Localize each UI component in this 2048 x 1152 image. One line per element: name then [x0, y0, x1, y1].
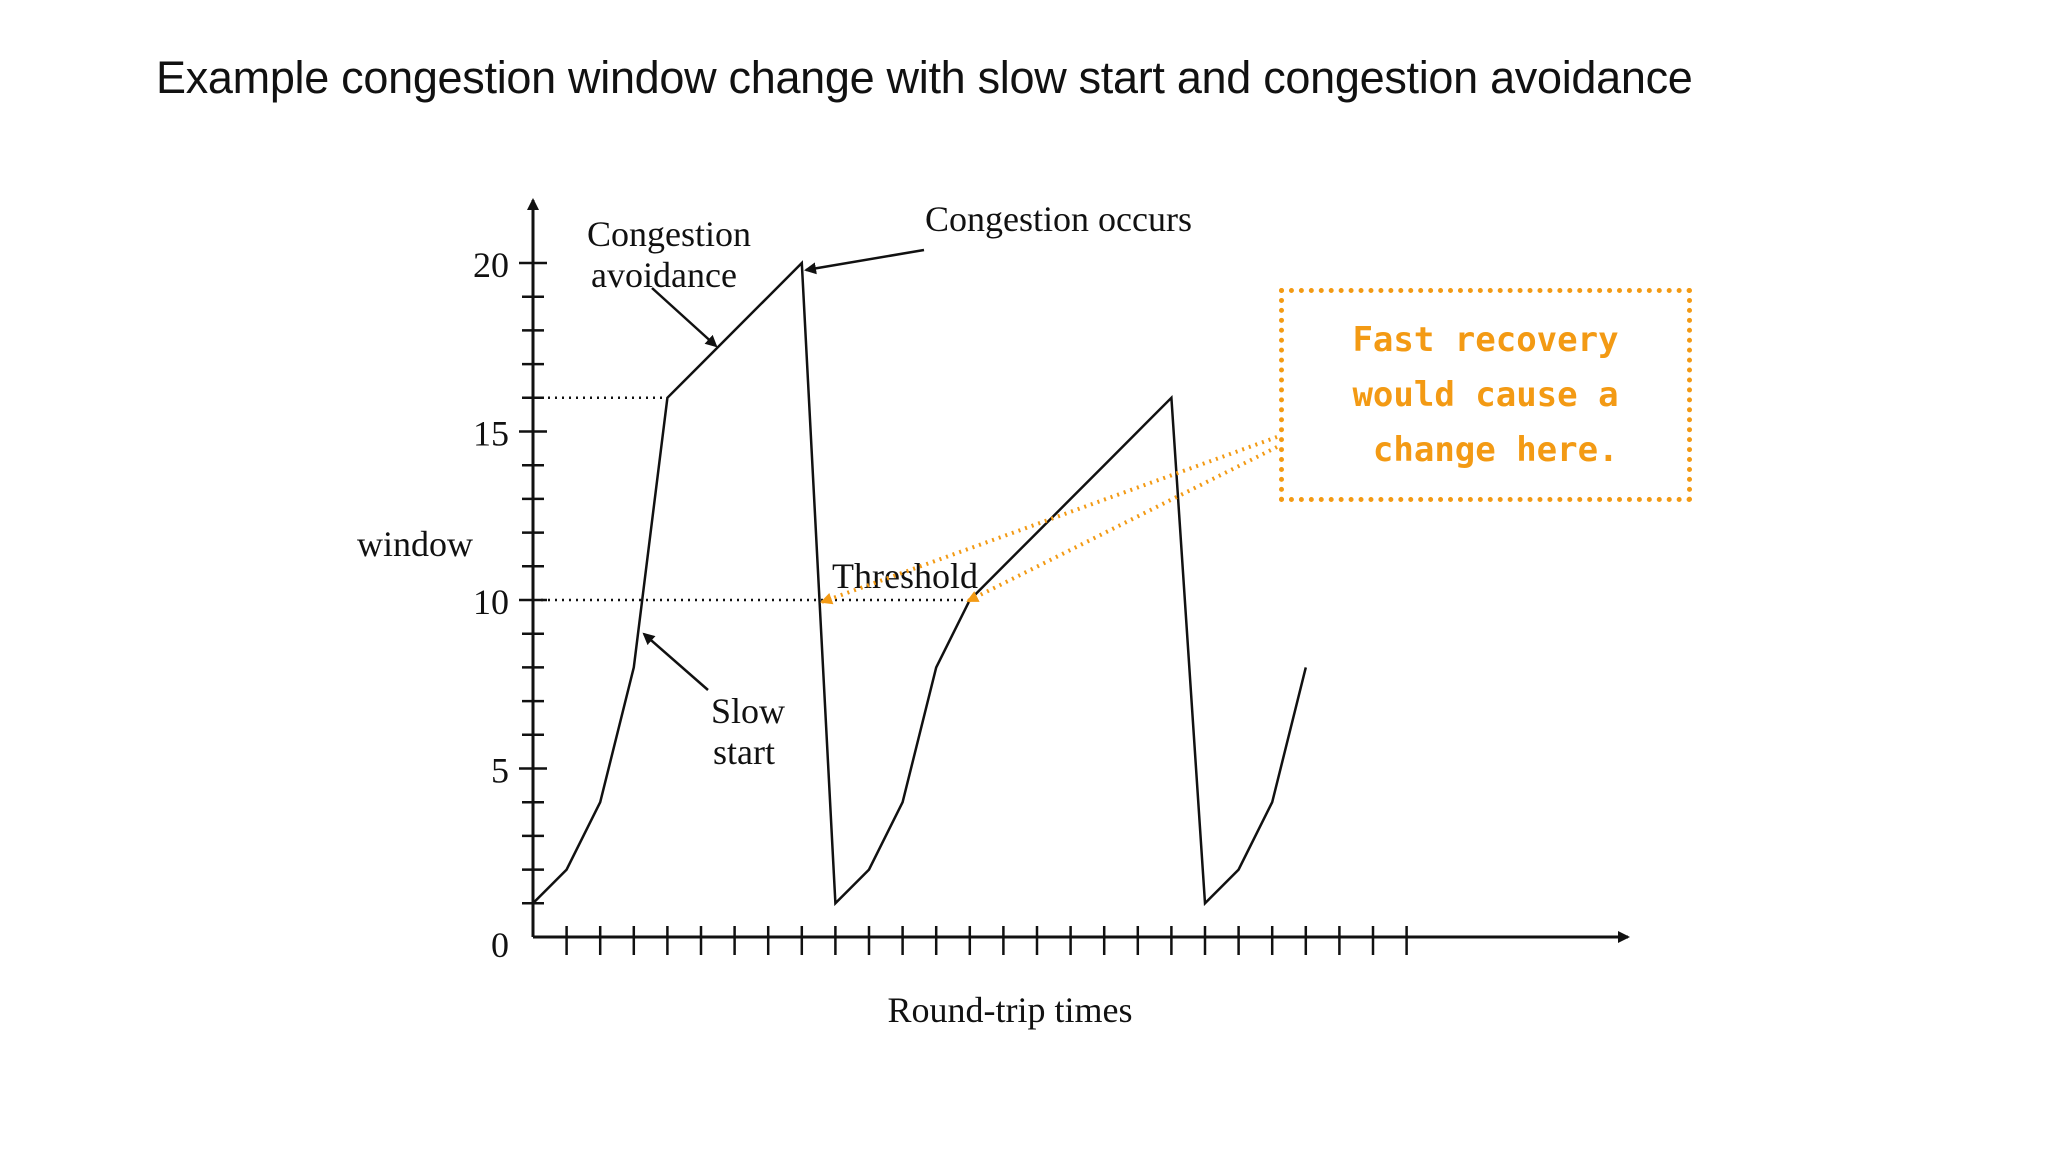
annotation-slow-start-line2: start	[713, 732, 775, 772]
arrow-congestion-occurs	[804, 248, 925, 275]
slide-title: Example congestion window change with sl…	[156, 52, 1693, 103]
note-line: change here.	[1352, 429, 1619, 470]
note-pointer-2	[966, 445, 1278, 603]
arrow-congestion-avoidance	[651, 287, 718, 348]
annotation-slow-start-line1: Slow	[711, 691, 785, 731]
y-tick-label: 0	[491, 925, 509, 965]
note-line: would cause a	[1352, 374, 1619, 415]
series-line	[532, 260, 1308, 907]
y-tick-label: 10	[473, 582, 509, 622]
fast-recovery-note: Fast recovery would cause a change here.	[1279, 288, 1692, 502]
annotation-threshold: Threshold	[832, 556, 978, 596]
annotation-congestion-occurs: Congestion occurs	[925, 199, 1192, 239]
y-tick-label: 20	[473, 245, 509, 285]
annotation-congestion-avoidance-line2: avoidance	[591, 255, 737, 295]
y-tick-label: 5	[491, 751, 509, 791]
y-axis-label: window	[357, 524, 473, 564]
y-tick-label: 15	[473, 414, 509, 454]
annotation-congestion-avoidance-line1: Congestion	[587, 214, 751, 254]
x-axis-label: Round-trip times	[888, 990, 1133, 1030]
arrow-slow-start	[642, 632, 709, 691]
note-line: Fast recovery	[1352, 319, 1619, 360]
